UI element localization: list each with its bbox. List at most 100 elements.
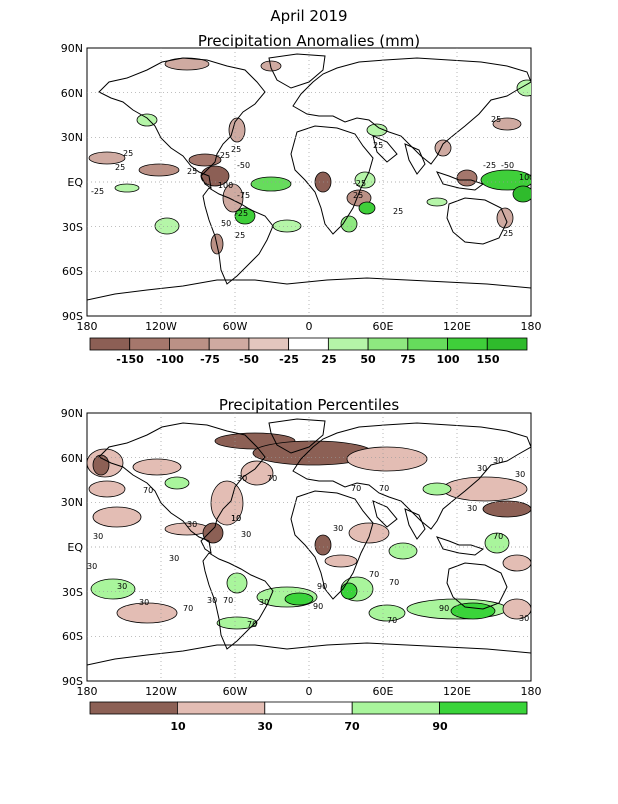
- colorbar-swatch: [351, 701, 441, 715]
- svg-text:120W: 120W: [145, 320, 177, 333]
- contour-label: 70: [143, 486, 153, 495]
- main-title: April 2019: [270, 7, 347, 25]
- colorbar-label: -75: [200, 353, 220, 366]
- contour-label: 30: [117, 582, 127, 591]
- svg-text:30S: 30S: [62, 221, 83, 234]
- contour-label: 10: [231, 514, 241, 523]
- contour-label: 70: [389, 578, 399, 587]
- svg-text:120E: 120E: [443, 685, 471, 698]
- colorbar-swatch: [89, 337, 131, 351]
- svg-text:60E: 60E: [373, 320, 394, 333]
- contour-label: 70: [351, 484, 361, 493]
- contour-label: 30: [237, 474, 247, 483]
- colorbar-swatch: [169, 337, 210, 351]
- anomaly-contour-labels: 25 -25 -50 -25 25 25 -100 -75 25 50 25 2…: [91, 115, 534, 240]
- anomaly-colorbar-labels: -150 -100 -75 -50 -25 25 50 75 100 150: [116, 353, 500, 366]
- svg-text:EQ: EQ: [67, 541, 83, 554]
- contour-label: -25: [235, 209, 248, 218]
- svg-text:EQ: EQ: [67, 176, 83, 189]
- contour-label: 50: [221, 219, 231, 228]
- svg-text:180: 180: [521, 320, 542, 333]
- contour-label: 30: [467, 504, 477, 513]
- contour-label: 30: [515, 470, 525, 479]
- percentile-panel: Precipitation Percentiles: [61, 396, 542, 733]
- anomaly-title: Precipitation Anomalies (mm): [198, 32, 420, 50]
- colorbar-swatch: [176, 701, 266, 715]
- percentile-lat-labels: 90N 60N 30N EQ 30S 60S 90S: [61, 407, 84, 688]
- contour-label: 30: [259, 598, 269, 607]
- contour-label: 25: [353, 191, 363, 200]
- svg-text:0: 0: [306, 320, 313, 333]
- colorbar-swatch: [89, 701, 178, 715]
- contour-label: 70: [369, 570, 379, 579]
- colorbar-label: 100: [437, 353, 460, 366]
- svg-text:120E: 120E: [443, 320, 471, 333]
- contour-label: 90: [313, 602, 323, 611]
- colorbar-label: 75: [400, 353, 415, 366]
- svg-text:30N: 30N: [61, 496, 83, 509]
- svg-text:60S: 60S: [62, 265, 83, 278]
- colorbar-swatch: [447, 337, 488, 351]
- svg-text:90S: 90S: [62, 310, 83, 323]
- svg-text:30S: 30S: [62, 586, 83, 599]
- contour-label: 30: [241, 530, 251, 539]
- contour-label: 25: [373, 141, 383, 150]
- colorbar-swatch: [407, 337, 448, 351]
- colorbar-label: -50: [239, 353, 259, 366]
- contour-label: 100: [519, 173, 534, 182]
- contour-label: 30: [187, 520, 197, 529]
- svg-text:180: 180: [77, 320, 98, 333]
- percentile-colorbar-labels: 10 30 70 90: [170, 720, 448, 733]
- percentile-lon-labels: 180 120W 60W 0 60E 120E 180: [77, 685, 542, 698]
- contour-label: 30: [493, 456, 503, 465]
- contour-label: 30: [87, 562, 97, 571]
- contour-label: -75: [237, 191, 250, 200]
- anomaly-colorbar: [89, 337, 528, 351]
- contour-label: 30: [169, 554, 179, 563]
- colorbar-swatch: [208, 337, 250, 351]
- svg-text:60W: 60W: [223, 320, 248, 333]
- contour-label: 70: [267, 474, 277, 483]
- contour-label: -50: [501, 161, 514, 170]
- svg-text:90S: 90S: [62, 675, 83, 688]
- colorbar-swatch: [264, 701, 353, 715]
- contour-label: 10: [231, 514, 241, 523]
- colorbar-swatch: [288, 337, 329, 351]
- percentile-title: Precipitation Percentiles: [219, 396, 400, 414]
- anomaly-lon-labels: 180 120W 60W 0 60E 120E 180: [77, 320, 542, 333]
- colorbar-swatch: [439, 701, 528, 715]
- svg-text:180: 180: [77, 685, 98, 698]
- contour-label: 25: [393, 207, 403, 216]
- anomaly-lat-labels: 90N 60N 30N EQ 30S 60S 90S: [61, 42, 84, 323]
- contour-label: -25: [217, 151, 230, 160]
- contour-label: 30: [333, 524, 343, 533]
- colorbar-label: 90: [432, 720, 448, 733]
- svg-text:180: 180: [521, 685, 542, 698]
- colorbar-swatch: [327, 337, 369, 351]
- contour-label: 25: [503, 229, 513, 238]
- colorbar-label: 10: [170, 720, 186, 733]
- anomaly-grid: [87, 48, 531, 316]
- contour-label: -50: [237, 161, 250, 170]
- colorbar-label: 30: [257, 720, 273, 733]
- contour-label: 70: [379, 484, 389, 493]
- colorbar-label: 70: [344, 720, 360, 733]
- contour-label: 70: [247, 620, 257, 629]
- contour-label: 70: [387, 616, 397, 625]
- colorbar-label: -100: [156, 353, 184, 366]
- contour-label: -25: [353, 179, 366, 188]
- colorbar-swatch: [486, 337, 528, 351]
- colorbar-label: 150: [477, 353, 500, 366]
- contour-label: 25: [115, 163, 125, 172]
- colorbar-label: 25: [321, 353, 336, 366]
- contour-label: 30: [207, 596, 217, 605]
- colorbar-label: -150: [116, 353, 144, 366]
- contour-label: 70: [493, 532, 503, 541]
- contour-label: 25: [491, 115, 501, 124]
- contour-label: 25: [231, 145, 241, 154]
- svg-text:60W: 60W: [223, 685, 248, 698]
- percentile-colorbar: [89, 701, 528, 715]
- svg-text:120W: 120W: [145, 685, 177, 698]
- anomaly-panel: Precipitation Anomalies (mm): [61, 32, 542, 366]
